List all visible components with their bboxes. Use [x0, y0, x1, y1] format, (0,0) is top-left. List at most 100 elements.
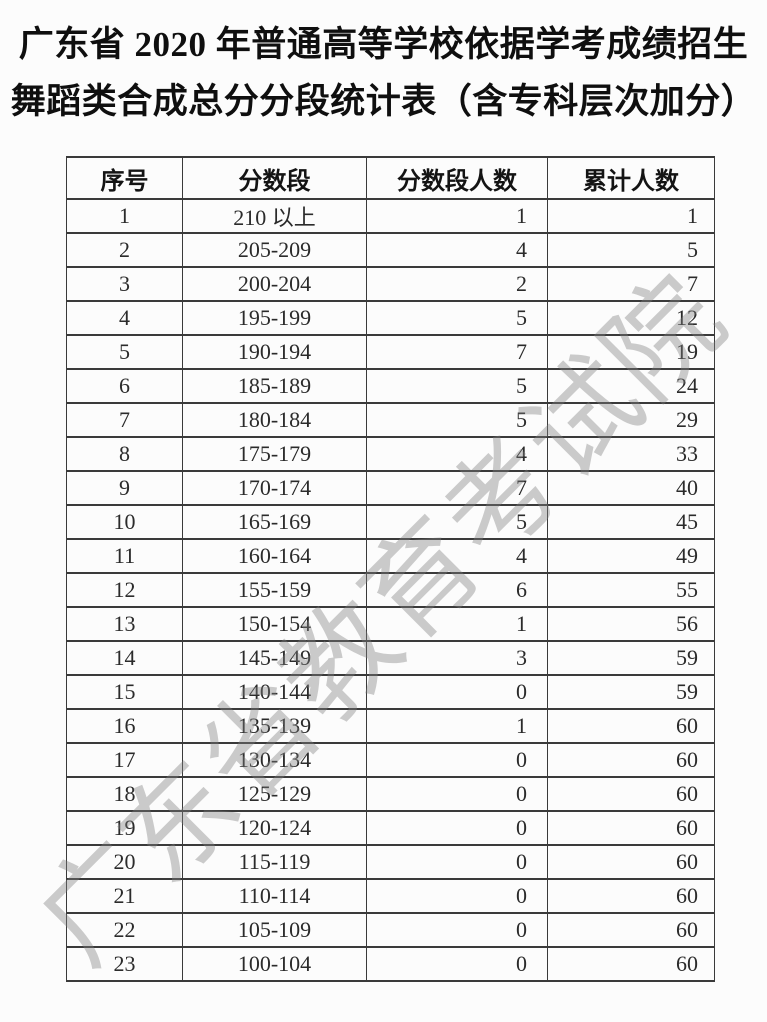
row-cumulative-count: 1 — [547, 198, 715, 234]
row-serial-number: 21 — [66, 878, 183, 914]
row-cumulative-count: 60 — [547, 844, 715, 880]
row-range-count: 0 — [366, 946, 548, 982]
row-cumulative-count: 60 — [547, 912, 715, 948]
page-title: 广东省 2020 年普通高等学校依据学考成绩招生 舞蹈类合成总分分段统计表（含专… — [0, 16, 767, 130]
header-score-range: 分数段 — [182, 156, 367, 200]
table-row: 23 100-104 0 60 — [66, 946, 715, 982]
row-score-range: 110-114 — [182, 878, 367, 914]
table-row: 18 125-129 0 60 — [66, 776, 715, 812]
row-serial-number: 1 — [66, 198, 183, 234]
row-serial-number: 13 — [66, 606, 183, 642]
row-score-range: 135-139 — [182, 708, 367, 744]
row-score-range: 175-179 — [182, 436, 367, 472]
row-range-count: 1 — [366, 606, 548, 642]
row-serial-number: 6 — [66, 368, 183, 404]
header-cumulative-count: 累计人数 — [547, 156, 715, 200]
row-cumulative-count: 60 — [547, 878, 715, 914]
row-serial-number: 11 — [66, 538, 183, 574]
row-cumulative-count: 12 — [547, 300, 715, 336]
row-score-range: 120-124 — [182, 810, 367, 846]
row-serial-number: 7 — [66, 402, 183, 438]
row-cumulative-count: 60 — [547, 776, 715, 812]
row-range-count: 3 — [366, 640, 548, 676]
row-cumulative-count: 29 — [547, 402, 715, 438]
row-score-range: 100-104 — [182, 946, 367, 982]
row-score-range: 200-204 — [182, 266, 367, 302]
row-range-count: 0 — [366, 742, 548, 778]
row-score-range: 170-174 — [182, 470, 367, 506]
row-range-count: 6 — [366, 572, 548, 608]
row-score-range: 150-154 — [182, 606, 367, 642]
row-score-range: 160-164 — [182, 538, 367, 574]
row-cumulative-count: 60 — [547, 742, 715, 778]
table-row: 3 200-204 2 7 — [66, 266, 715, 302]
row-score-range: 185-189 — [182, 368, 367, 404]
row-range-count: 0 — [366, 776, 548, 812]
row-serial-number: 4 — [66, 300, 183, 336]
row-cumulative-count: 56 — [547, 606, 715, 642]
row-score-range: 140-144 — [182, 674, 367, 710]
table-row: 2 205-209 4 5 — [66, 232, 715, 268]
table-row: 19 120-124 0 60 — [66, 810, 715, 846]
score-distribution-table: 序号 分数段 分数段人数 累计人数 1 210 以上 1 1 2 205-209 4 5 3 20… — [66, 156, 715, 982]
table-row: 8 175-179 4 33 — [66, 436, 715, 472]
table-row: 11 160-164 4 49 — [66, 538, 715, 574]
header-serial-number: 序号 — [66, 156, 183, 200]
row-range-count: 4 — [366, 538, 548, 574]
row-cumulative-count: 59 — [547, 640, 715, 676]
row-serial-number: 23 — [66, 946, 183, 982]
row-score-range: 210 以上 — [182, 198, 367, 234]
row-score-range: 205-209 — [182, 232, 367, 268]
table-body: 1 210 以上 1 1 2 205-209 4 5 3 200-204 2 7 4 195-199 5 12… — [66, 198, 715, 982]
table-row: 22 105-109 0 60 — [66, 912, 715, 948]
row-range-count: 4 — [366, 232, 548, 268]
table-row: 16 135-139 1 60 — [66, 708, 715, 744]
row-score-range: 125-129 — [182, 776, 367, 812]
table-row: 15 140-144 0 59 — [66, 674, 715, 710]
row-serial-number: 17 — [66, 742, 183, 778]
row-score-range: 105-109 — [182, 912, 367, 948]
row-range-count: 1 — [366, 708, 548, 744]
row-cumulative-count: 45 — [547, 504, 715, 540]
table-row: 14 145-149 3 59 — [66, 640, 715, 676]
row-serial-number: 19 — [66, 810, 183, 846]
row-serial-number: 20 — [66, 844, 183, 880]
row-score-range: 145-149 — [182, 640, 367, 676]
row-range-count: 2 — [366, 266, 548, 302]
table-row: 13 150-154 1 56 — [66, 606, 715, 642]
table-row: 12 155-159 6 55 — [66, 572, 715, 608]
row-serial-number: 5 — [66, 334, 183, 370]
row-range-count: 1 — [366, 198, 548, 234]
table-row: 10 165-169 5 45 — [66, 504, 715, 540]
page-title-line2: 舞蹈类合成总分分段统计表（含专科层次加分） — [10, 82, 757, 121]
table-row: 17 130-134 0 60 — [66, 742, 715, 778]
row-cumulative-count: 59 — [547, 674, 715, 710]
row-range-count: 4 — [366, 436, 548, 472]
page-title-line1: 广东省 2020 年普通高等学校依据学考成绩招生 — [18, 25, 749, 64]
row-range-count: 5 — [366, 368, 548, 404]
row-cumulative-count: 60 — [547, 708, 715, 744]
row-range-count: 5 — [366, 402, 548, 438]
table-row: 7 180-184 5 29 — [66, 402, 715, 438]
row-serial-number: 15 — [66, 674, 183, 710]
row-serial-number: 8 — [66, 436, 183, 472]
row-range-count: 0 — [366, 810, 548, 846]
row-serial-number: 3 — [66, 266, 183, 302]
row-score-range: 130-134 — [182, 742, 367, 778]
row-serial-number: 18 — [66, 776, 183, 812]
row-score-range: 115-119 — [182, 844, 367, 880]
row-cumulative-count: 19 — [547, 334, 715, 370]
row-cumulative-count: 24 — [547, 368, 715, 404]
row-serial-number: 10 — [66, 504, 183, 540]
row-serial-number: 12 — [66, 572, 183, 608]
row-range-count: 0 — [366, 674, 548, 710]
row-range-count: 7 — [366, 470, 548, 506]
row-serial-number: 14 — [66, 640, 183, 676]
row-serial-number: 2 — [66, 232, 183, 268]
row-cumulative-count: 40 — [547, 470, 715, 506]
row-cumulative-count: 60 — [547, 810, 715, 846]
table-header: 序号 分数段 分数段人数 累计人数 — [66, 156, 715, 200]
row-cumulative-count: 7 — [547, 266, 715, 302]
table-row: 4 195-199 5 12 — [66, 300, 715, 336]
row-score-range: 165-169 — [182, 504, 367, 540]
